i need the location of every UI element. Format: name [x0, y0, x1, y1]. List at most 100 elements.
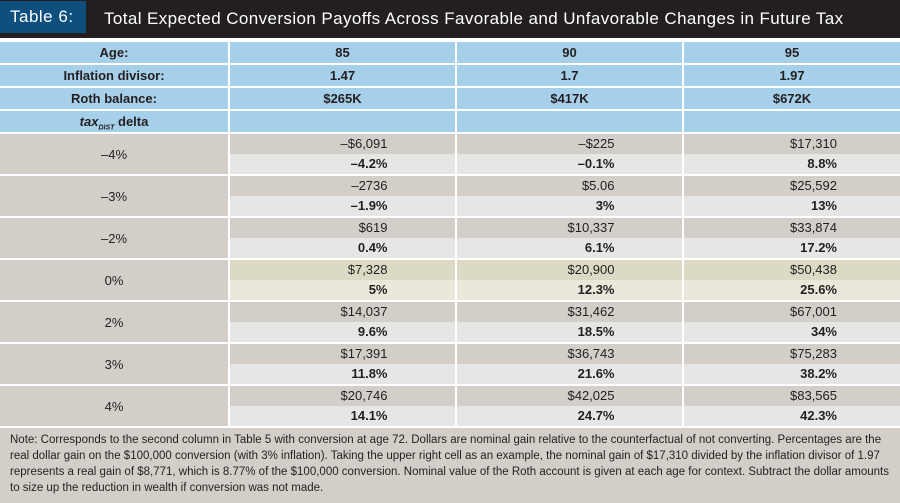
value-cell: $10,337 6.1%: [457, 218, 682, 258]
nominal-gain: $619: [358, 220, 388, 235]
nominal-gain-row: $25,592: [684, 176, 900, 196]
real-gain-percent: 34%: [810, 324, 837, 339]
nominal-gain-row: $75,283: [684, 344, 900, 364]
table-number: Table 6:: [0, 1, 86, 33]
nominal-gain: $67,001: [790, 304, 837, 319]
nominal-gain: $36,743: [567, 346, 615, 361]
nominal-gain-row: –$6,091: [230, 134, 455, 154]
real-gain-percent: 17.2%: [800, 240, 837, 255]
real-gain-percent-row: 25.6%: [684, 280, 900, 300]
value-cell: $619 0.4%: [230, 218, 455, 258]
real-gain-percent: 18.5%: [577, 324, 615, 339]
title-bar: Table 6: Total Expected Conversion Payof…: [0, 0, 900, 38]
header-empty: [457, 111, 682, 132]
nominal-gain-row: $17,391: [230, 344, 455, 364]
nominal-gain: –$225: [578, 136, 615, 151]
header-value: 90: [457, 42, 682, 63]
real-gain-percent-row: 3%: [457, 196, 682, 216]
nominal-gain: $5.06: [581, 178, 615, 193]
header-value: $417K: [457, 88, 682, 109]
tax-delta-label: 0%: [0, 260, 228, 300]
tax-delta-label: 4%: [0, 386, 228, 426]
nominal-gain: $20,746: [340, 388, 388, 403]
value-cell: $42,025 24.7%: [457, 386, 682, 426]
table-note: Note: Corresponds to the second column i…: [0, 428, 900, 503]
table-row: 0% $7,328 5% $20,900 12.3% $50,438 25.6%: [0, 260, 900, 300]
header-value: 1.97: [684, 65, 900, 86]
nominal-gain-row: $36,743: [457, 344, 682, 364]
nominal-gain: $42,025: [567, 388, 615, 403]
real-gain-percent-row: –0.1%: [457, 154, 682, 174]
header-label: Inflation divisor:: [0, 65, 228, 86]
real-gain-percent: –4.2%: [350, 156, 388, 171]
header-empty: [684, 111, 900, 132]
value-cell: –$225 –0.1%: [457, 134, 682, 174]
header-value: 1.47: [230, 65, 455, 86]
nominal-gain-row: $5.06: [457, 176, 682, 196]
table-body: –4% –$6,091 –4.2% –$225 –0.1% $17,310 8.8% –3% –…: [0, 134, 900, 426]
real-gain-percent-row: 18.5%: [457, 322, 682, 342]
real-gain-percent: 14.1%: [350, 408, 388, 423]
tax-delta-label: 3%: [0, 344, 228, 384]
nominal-gain: $50,438: [790, 262, 837, 277]
value-cell: $5.06 3%: [457, 176, 682, 216]
real-gain-percent-row: –4.2%: [230, 154, 455, 174]
nominal-gain: $14,037: [340, 304, 388, 319]
tax-subscript: DIST: [98, 124, 115, 132]
nominal-gain: $33,874: [790, 220, 837, 235]
nominal-gain-row: $31,462: [457, 302, 682, 322]
real-gain-percent: 11.8%: [351, 366, 388, 381]
real-gain-percent: 0.4%: [357, 240, 388, 255]
header-row-roth: Roth balance: $265K $417K $672K: [0, 88, 900, 109]
value-cell: $14,037 9.6%: [230, 302, 455, 342]
nominal-gain: $7,328: [347, 262, 388, 277]
nominal-gain-row: $67,001: [684, 302, 900, 322]
nominal-gain-row: $83,565: [684, 386, 900, 406]
real-gain-percent-row: 9.6%: [230, 322, 455, 342]
delta-label: delta: [114, 114, 149, 129]
real-gain-percent: 9.6%: [357, 324, 388, 339]
value-cell: $33,874 17.2%: [684, 218, 900, 258]
tax-delta-label: –4%: [0, 134, 228, 174]
nominal-gain-row: $33,874: [684, 218, 900, 238]
tax-delta-label: 2%: [0, 302, 228, 342]
table-row: –4% –$6,091 –4.2% –$225 –0.1% $17,310 8.8%: [0, 134, 900, 174]
real-gain-percent-row: 17.2%: [684, 238, 900, 258]
value-cell: $17,310 8.8%: [684, 134, 900, 174]
table-row: –2% $619 0.4% $10,337 6.1% $33,874 17.2%: [0, 218, 900, 258]
nominal-gain-row: $42,025: [457, 386, 682, 406]
real-gain-percent-row: 21.6%: [457, 364, 682, 384]
real-gain-percent: 3%: [595, 198, 615, 213]
tax-delta-label: –2%: [0, 218, 228, 258]
real-gain-percent-row: 12.3%: [457, 280, 682, 300]
payoff-table: Age: 85 90 95 Inflation divisor: 1.47 1.…: [0, 42, 900, 426]
real-gain-percent: –1.9%: [350, 198, 388, 213]
table-title: Total Expected Conversion Payoffs Across…: [104, 9, 844, 28]
nominal-gain: $75,283: [790, 346, 837, 361]
real-gain-percent-row: –1.9%: [230, 196, 455, 216]
real-gain-percent: 38.2%: [800, 366, 837, 381]
real-gain-percent-row: 5%: [230, 280, 455, 300]
nominal-gain-row: $7,328: [230, 260, 455, 280]
real-gain-percent: 5%: [368, 282, 388, 297]
header-row-tax-delta: taxDIST delta: [0, 111, 900, 132]
nominal-gain: $31,462: [567, 304, 615, 319]
real-gain-percent: 21.6%: [577, 366, 615, 381]
real-gain-percent-row: 14.1%: [230, 406, 455, 426]
nominal-gain-row: –$225: [457, 134, 682, 154]
nominal-gain: –2736: [351, 178, 388, 193]
real-gain-percent-row: 42.3%: [684, 406, 900, 426]
header-value: 95: [684, 42, 900, 63]
value-cell: $50,438 25.6%: [684, 260, 900, 300]
header-empty: [230, 111, 455, 132]
nominal-gain-row: $17,310: [684, 134, 900, 154]
value-cell: $17,391 11.8%: [230, 344, 455, 384]
nominal-gain: $20,900: [567, 262, 615, 277]
header-value: $265K: [230, 88, 455, 109]
value-cell: –2736 –1.9%: [230, 176, 455, 216]
tax-delta-label: –3%: [0, 176, 228, 216]
nominal-gain: $83,565: [790, 388, 837, 403]
table-row: –3% –2736 –1.9% $5.06 3% $25,592 13%: [0, 176, 900, 216]
value-cell: $36,743 21.6%: [457, 344, 682, 384]
header-label: taxDIST delta: [0, 111, 228, 132]
